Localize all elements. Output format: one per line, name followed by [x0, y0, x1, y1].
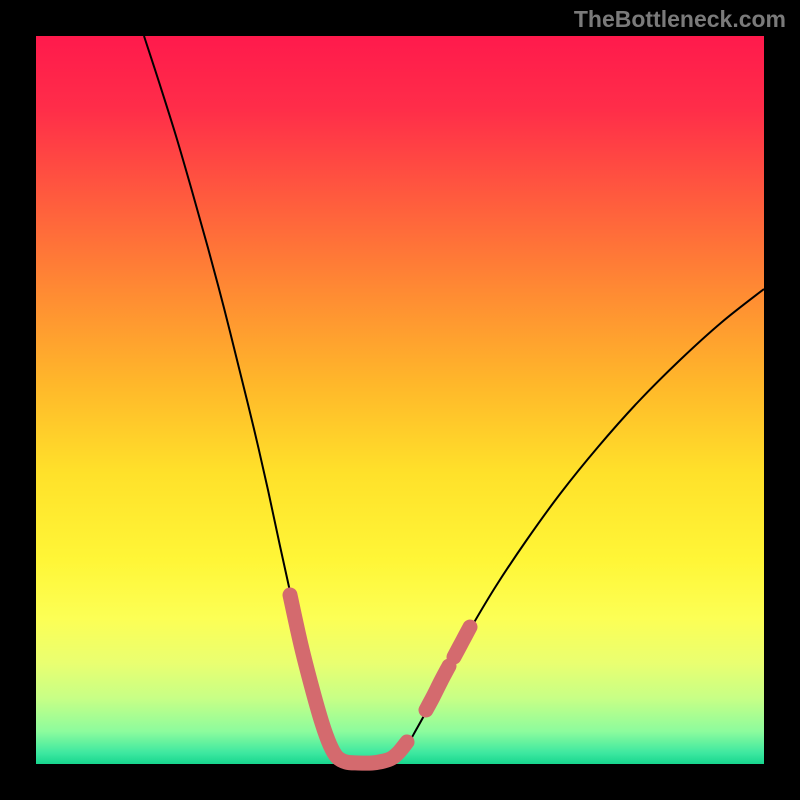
highlight-segment-1	[426, 666, 449, 710]
canvas: TheBottleneck.com	[0, 0, 800, 800]
highlight-segment-0	[290, 595, 407, 763]
curve-layer	[36, 36, 764, 764]
watermark-text: TheBottleneck.com	[574, 6, 786, 33]
plot-area	[36, 36, 764, 764]
highlight-segment-2	[454, 627, 470, 657]
